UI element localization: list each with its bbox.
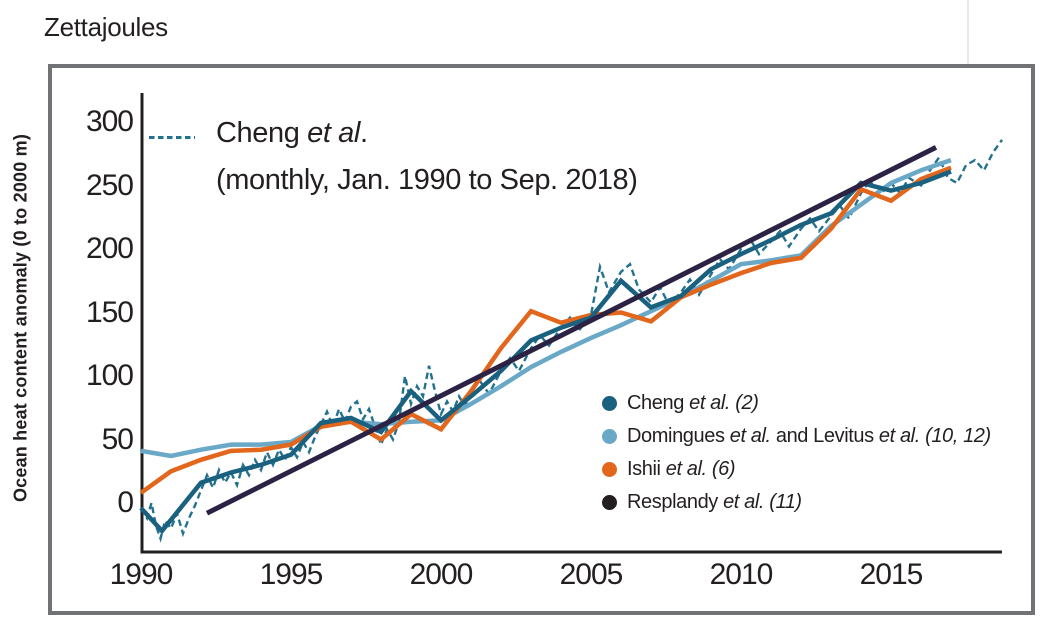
text-segment: (monthly, Jan. 1990 to Sep. 2018) xyxy=(216,164,638,196)
legend-item: Domingues et al. and Levitus et al. (10,… xyxy=(602,425,991,448)
column-rule-line xyxy=(967,0,969,64)
legend-label: Resplandy et al. (11) xyxy=(627,491,802,514)
x-tick-label: 2015 xyxy=(859,558,924,591)
text-segment: and Levitus xyxy=(770,425,879,447)
text-segment: et al. xyxy=(878,425,920,447)
y-tick-label: 0 xyxy=(117,486,134,519)
text-segment: (11) xyxy=(769,491,802,513)
text-segment: Resplandy xyxy=(627,491,724,513)
text-segment: et al. xyxy=(723,491,765,513)
text-segment: (2) xyxy=(735,392,759,414)
text-segment: . xyxy=(359,117,368,149)
chart-frame xyxy=(48,64,1035,615)
series-resplandy-et-al-11 xyxy=(205,145,938,516)
legend-dot-icon xyxy=(602,462,617,477)
monthly-series-annotation: Cheng et al. (monthly, Jan. 1990 to Sep.… xyxy=(216,110,638,204)
text-segment: Ishii xyxy=(627,458,666,480)
legend-item: Ishii et al. (6) xyxy=(602,458,991,481)
text-segment: Domingues xyxy=(627,425,730,447)
series-cheng-et-al-2 xyxy=(139,169,952,535)
x-tick-label: 2005 xyxy=(559,558,624,591)
text-segment: et al xyxy=(307,117,360,149)
x-tick-label: 2010 xyxy=(709,558,774,591)
y-tick-label: 50 xyxy=(101,422,134,456)
y-tick-label: 150 xyxy=(85,295,134,329)
text-segment: (10, 12) xyxy=(925,425,991,447)
text-segment: Cheng xyxy=(216,117,308,149)
text-segment: et al. xyxy=(729,425,771,447)
text-segment: Cheng xyxy=(627,392,690,414)
y-tick-label: 250 xyxy=(85,168,134,202)
x-tick-label: 1990 xyxy=(109,558,174,591)
axes xyxy=(140,93,1002,554)
legend-label: Cheng et al. (2) xyxy=(627,392,759,415)
y-tick-label: 200 xyxy=(85,232,134,265)
legend-label: Domingues et al. and Levitus et al. (10,… xyxy=(627,425,991,448)
y-axis-title: Ocean heat content anomaly (0 to 2000 m) xyxy=(10,133,31,503)
y-tick-label: 300 xyxy=(85,105,134,138)
unit-label: Zettajoules xyxy=(44,12,168,42)
x-tick-label: 1995 xyxy=(259,558,324,591)
legend-dot-icon xyxy=(602,396,617,411)
text-segment: et al. xyxy=(689,392,731,414)
series-legend: Cheng et al. (2) Domingues et al. and Lev… xyxy=(602,392,991,524)
text-segment: (6) xyxy=(711,458,736,480)
x-tick-label: 2000 xyxy=(409,558,474,591)
legend-item: Resplandy et al. (11) xyxy=(602,491,991,514)
legend-dot-icon xyxy=(602,429,617,444)
text-segment: et al. xyxy=(665,458,707,480)
legend-label: Ishii et al. (6) xyxy=(627,458,736,481)
y-tick-label: 100 xyxy=(85,359,134,392)
annotation-line2: (monthly, Jan. 1990 to Sep. 2018) xyxy=(216,157,638,204)
dashed-line-swatch xyxy=(149,136,195,139)
legend-dot-icon xyxy=(602,495,617,510)
annotation-line1: Cheng et al. xyxy=(216,110,638,157)
legend-item: Cheng et al. (2) xyxy=(602,392,991,415)
series-ishii-et-al-6 xyxy=(139,165,952,495)
